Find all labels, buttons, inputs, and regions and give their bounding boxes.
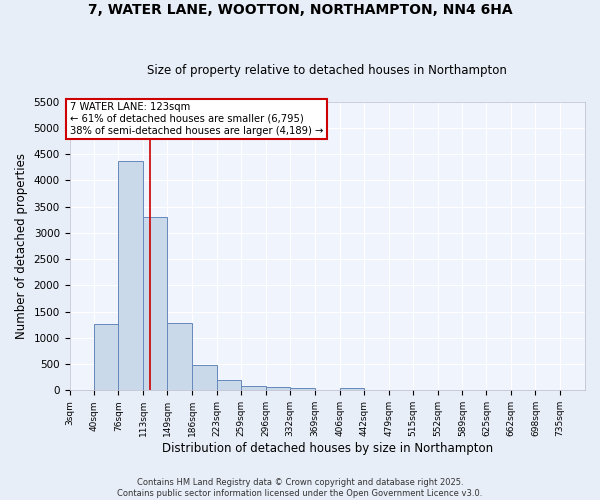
- Y-axis label: Number of detached properties: Number of detached properties: [15, 153, 28, 339]
- Text: 7, WATER LANE, WOOTTON, NORTHAMPTON, NN4 6HA: 7, WATER LANE, WOOTTON, NORTHAMPTON, NN4…: [88, 2, 512, 16]
- Bar: [118, 160, 143, 390]
- Bar: [266, 387, 290, 390]
- Bar: [192, 364, 217, 390]
- Text: Contains HM Land Registry data © Crown copyright and database right 2025.
Contai: Contains HM Land Registry data © Crown c…: [118, 478, 482, 498]
- Text: 7 WATER LANE: 123sqm
← 61% of detached houses are smaller (6,795)
38% of semi-de: 7 WATER LANE: 123sqm ← 61% of detached h…: [70, 102, 323, 136]
- Bar: [167, 323, 192, 390]
- Bar: [217, 380, 241, 390]
- Title: Size of property relative to detached houses in Northampton: Size of property relative to detached ho…: [148, 64, 507, 77]
- Bar: [241, 386, 266, 390]
- Bar: [143, 217, 167, 390]
- Bar: [94, 324, 118, 390]
- Bar: [290, 388, 315, 390]
- Bar: [340, 388, 364, 390]
- X-axis label: Distribution of detached houses by size in Northampton: Distribution of detached houses by size …: [162, 442, 493, 455]
